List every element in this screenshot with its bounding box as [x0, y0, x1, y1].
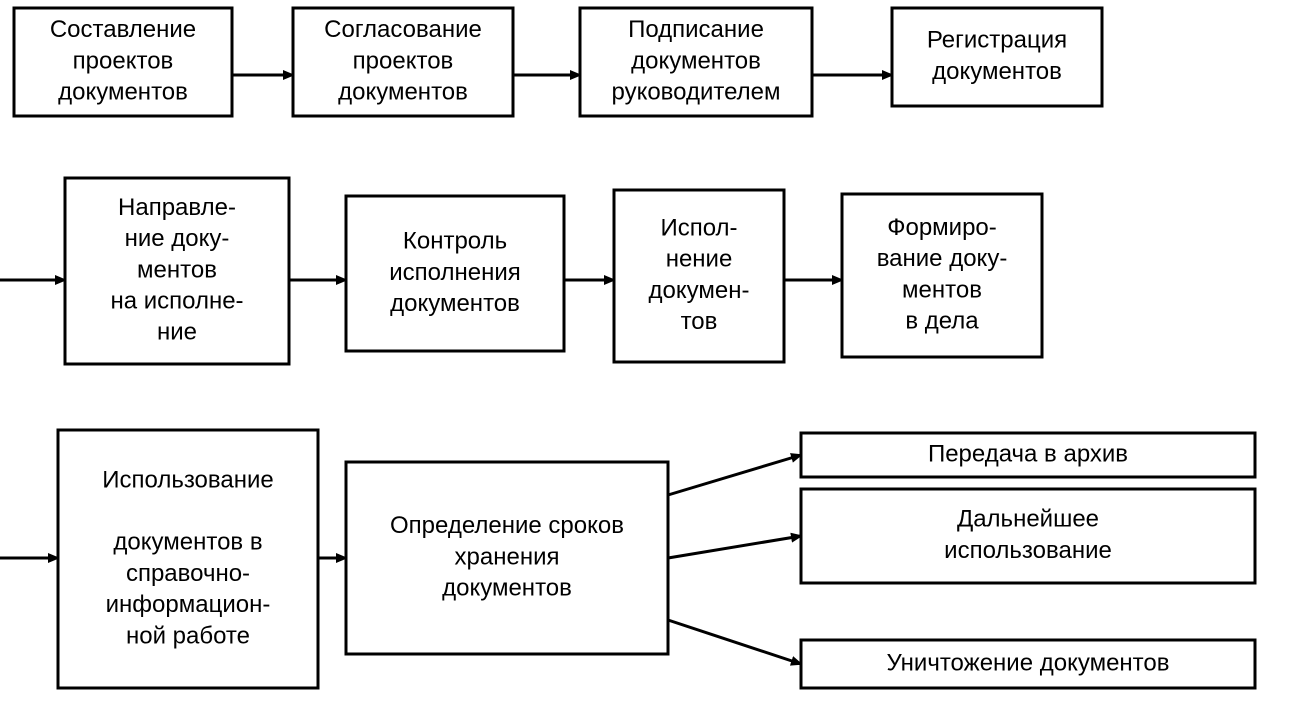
flow-node-label: Контроль — [403, 228, 507, 255]
flow-node-label: Уничтожение документов — [887, 649, 1170, 676]
flow-node-n13: Уничтожение документов — [801, 640, 1255, 688]
nodes-layer: СоставлениепроектовдокументовСогласовани… — [14, 8, 1255, 688]
flow-node-label: информацион- — [106, 591, 271, 618]
flow-node-label: в дела — [905, 308, 979, 335]
flow-node-label: Определение сроков — [390, 512, 624, 539]
flowchart-canvas: СоставлениепроектовдокументовСогласовани… — [0, 0, 1310, 710]
flow-node-label: ние доку- — [125, 225, 230, 252]
flow-edge — [668, 455, 801, 495]
flow-node-label: ной работе — [126, 622, 250, 649]
flow-node-label: исполнения — [389, 259, 520, 286]
flow-node-label: Передача в архив — [928, 440, 1128, 467]
flow-node-label: тов — [681, 308, 718, 335]
flow-node-label: докумен- — [649, 277, 750, 304]
flow-node-n8: Формиро-вание доку-ментов в дела — [842, 194, 1042, 357]
flow-node-label: вание доку- — [877, 245, 1008, 272]
flow-node-label: документов — [390, 290, 520, 317]
flow-node-label: Регистрация — [927, 27, 1067, 54]
flow-edge — [668, 536, 801, 558]
flow-node-label: нение — [666, 246, 733, 273]
flow-node-label: документов — [58, 79, 188, 106]
flow-node-label: ментов — [137, 256, 217, 283]
flow-node-n5: Направле-ние доку-ментов на исполне-ние — [65, 178, 289, 364]
flow-node-label: Подписание — [628, 16, 764, 43]
flow-edge — [668, 620, 801, 664]
flow-node-label: Испол- — [660, 215, 737, 242]
flow-node-n10: Определение сроков хранения документов — [346, 462, 668, 654]
flow-node-label: справочно- — [126, 560, 250, 587]
flow-node-n9: Использование документов в справочно-инфор… — [58, 430, 318, 688]
flow-node-label: на исполне- — [110, 288, 243, 315]
flow-node-label: Формиро- — [887, 214, 997, 241]
flow-node-label: документов — [932, 58, 1062, 85]
flow-node-label: документов — [442, 575, 572, 602]
flow-node-label: Использование — [102, 466, 274, 493]
flow-node-n1: Составление проектов документов — [14, 8, 232, 116]
flow-node-n12: Дальнейшее использование — [801, 489, 1255, 583]
flow-node-label: использование — [944, 537, 1112, 564]
flow-node-n2: Согласование проектов документов — [293, 8, 513, 116]
flow-node-label: Направле- — [118, 194, 236, 221]
flow-node-label: документов — [338, 79, 468, 106]
flow-node-label: документов в — [113, 529, 262, 556]
flow-node-label: Согласование — [324, 16, 482, 43]
flow-node-label: проектов — [353, 47, 454, 74]
flow-node-label: документов — [631, 47, 761, 74]
flow-node-label: Составление — [50, 16, 196, 43]
flow-node-label: ментов — [902, 276, 982, 303]
flow-node-label: руководителем — [611, 79, 780, 106]
flow-node-label: ние — [157, 319, 197, 346]
flow-node-n7: Испол-нение докумен-тов — [614, 190, 784, 362]
flow-node-label: проектов — [73, 47, 174, 74]
flow-node-label: хранения — [455, 543, 560, 570]
flow-node-n6: Контроль исполнения документов — [346, 196, 564, 351]
flow-node-n3: Подписание документов руководителем — [580, 8, 812, 116]
flow-node-label: Дальнейшее — [957, 506, 1099, 533]
flow-node-n11: Передача в архив — [801, 433, 1255, 477]
flow-node-n4: Регистрация документов — [892, 8, 1102, 106]
